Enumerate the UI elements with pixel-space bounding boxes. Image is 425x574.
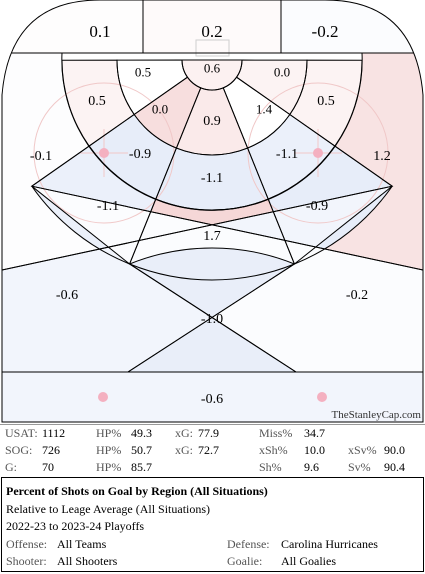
region-inner-right-upper <box>117 60 188 115</box>
region-left-circle <box>247 114 335 200</box>
hp-value: 49.3 <box>131 426 152 440</box>
hp-label: HP% <box>96 443 122 457</box>
info-title: Percent of Shots on Goal by Region (All … <box>6 484 268 498</box>
miss-label: Miss% <box>259 426 293 440</box>
goalie-label: Goalie: <box>227 554 263 568</box>
region-crease <box>182 60 242 91</box>
hp-value: 50.7 <box>131 443 152 457</box>
sh-value: 9.6 <box>304 460 319 474</box>
right-faceoff-dot <box>313 148 323 158</box>
region-label-slot-middle: -1.1 <box>201 171 223 186</box>
region-label-right-circle: -1.1 <box>276 147 298 162</box>
region-top-right-corner <box>281 0 423 53</box>
usat-label: USAT: <box>5 426 38 440</box>
region-right-circle <box>89 114 177 200</box>
region-outline-neutral-zone <box>2 371 423 422</box>
xg-value: 72.7 <box>198 443 219 457</box>
region-label-high-slot: 1.7 <box>203 229 221 244</box>
stats-row-g: G: 70 HP% 85.7 Sh% 9.6 Sv% 90.4 <box>0 459 425 476</box>
region-label-neutral-zone: -0.6 <box>201 392 223 407</box>
xg-label: xG: <box>175 443 193 457</box>
offense-label: Offense: <box>6 537 48 551</box>
xsv-value: 90.0 <box>384 443 405 457</box>
region-mid-right-upper <box>62 60 135 147</box>
region-label-inner-left-lower: 0.0 <box>152 102 168 117</box>
region-label-mid-left-upper: 0.5 <box>88 94 106 109</box>
xsv-label: xSv% <box>348 443 377 457</box>
sh-label: Sh% <box>259 460 282 474</box>
left-faceoff-dot <box>99 148 109 158</box>
info-seasons: 2022-23 to 2023-24 Playoffs <box>6 519 145 533</box>
region-label-top-right-corner: -0.2 <box>312 22 339 41</box>
region-neutral-zone <box>2 372 423 422</box>
hp-value: 85.7 <box>131 460 152 474</box>
region-inner-left-upper <box>236 60 307 115</box>
region-inner-right-lower <box>134 77 201 149</box>
shooter-value: All Shooters <box>57 554 118 568</box>
defense-value: Carolina Hurricanes <box>281 537 378 551</box>
sv-value: 90.4 <box>384 460 405 474</box>
region-label-behind-net: 0.2 <box>201 22 222 41</box>
region-behind-net <box>143 0 281 53</box>
watermark-text: TheStanleyCap.com <box>331 409 421 421</box>
offense-value: All Teams <box>57 537 107 551</box>
filter-info-box: Percent of Shots on Goal by Region (All … <box>1 477 424 572</box>
region-label-left-circle: -0.9 <box>129 147 151 162</box>
region-label-left-mid: -1.1 <box>97 199 119 214</box>
hp-label: HP% <box>96 460 122 474</box>
region-label-slot-top: 0.9 <box>203 114 221 129</box>
miss-value: 34.7 <box>304 426 325 440</box>
region-mid-left-upper <box>289 60 362 147</box>
g-value: 70 <box>42 460 54 474</box>
xg-label: xG: <box>175 426 193 440</box>
shooter-label: Shooter: <box>6 554 47 568</box>
sog-label: SOG: <box>5 443 33 457</box>
neutral-dot-right <box>317 392 327 402</box>
usat-value: 1112 <box>42 426 66 440</box>
region-label-mid-right-upper: 0.5 <box>317 94 335 109</box>
region-label-left-outer: -0.1 <box>30 149 52 164</box>
stats-row-usat: USAT: 1112 HP% 49.3 xG: 77.9 Miss% 34.7 <box>0 425 425 442</box>
region-label-inner-left-upper: 0.5 <box>135 65 151 80</box>
region-label-center-point: -1.0 <box>201 312 223 327</box>
region-top-left-corner <box>2 0 143 53</box>
region-label-crease: 0.6 <box>204 61 221 76</box>
region-label-right-mid: -0.9 <box>306 199 328 214</box>
stats-row-sog: SOG: 726 HP% 50.7 xG: 72.7 xSh% 10.0 xSv… <box>0 442 425 459</box>
region-label-right-point: -0.2 <box>346 288 368 303</box>
neutral-dot-left <box>98 392 108 402</box>
region-label-inner-right-lower: 1.4 <box>256 102 273 117</box>
shot-region-heatmap: 0.1 0.2 -0.2 0.6 0.5 0.0 0.5 0.5 0.0 1.4 0.9 -0.1 1.… <box>1 0 424 423</box>
goalie-value: All Goalies <box>281 554 336 568</box>
info-subtitle: Relative to Leage Average (All Situation… <box>6 502 211 516</box>
xsh-label: xSh% <box>259 443 288 457</box>
g-label: G: <box>5 460 17 474</box>
hp-label: HP% <box>96 426 122 440</box>
region-center-point <box>128 247 296 372</box>
region-label-left-point: -0.6 <box>56 288 78 303</box>
region-label-inner-right-upper: 0.0 <box>274 65 290 80</box>
xg-value: 77.9 <box>198 426 219 440</box>
region-inner-left-lower <box>223 77 290 149</box>
stats-panel: USAT: 1112 HP% 49.3 xG: 77.9 Miss% 34.7 … <box>0 424 425 477</box>
region-slot-middle <box>155 148 269 210</box>
region-label-right-outer: 1.2 <box>373 149 391 164</box>
region-label-top-left-corner: 0.1 <box>89 22 110 41</box>
defense-label: Defense: <box>227 537 270 551</box>
region-outline-top-right-corner <box>280 0 423 54</box>
xsh-value: 10.0 <box>304 443 325 457</box>
region-outline-center-point <box>126 247 298 373</box>
sv-label: Sv% <box>348 460 371 474</box>
sog-value: 726 <box>42 443 60 457</box>
